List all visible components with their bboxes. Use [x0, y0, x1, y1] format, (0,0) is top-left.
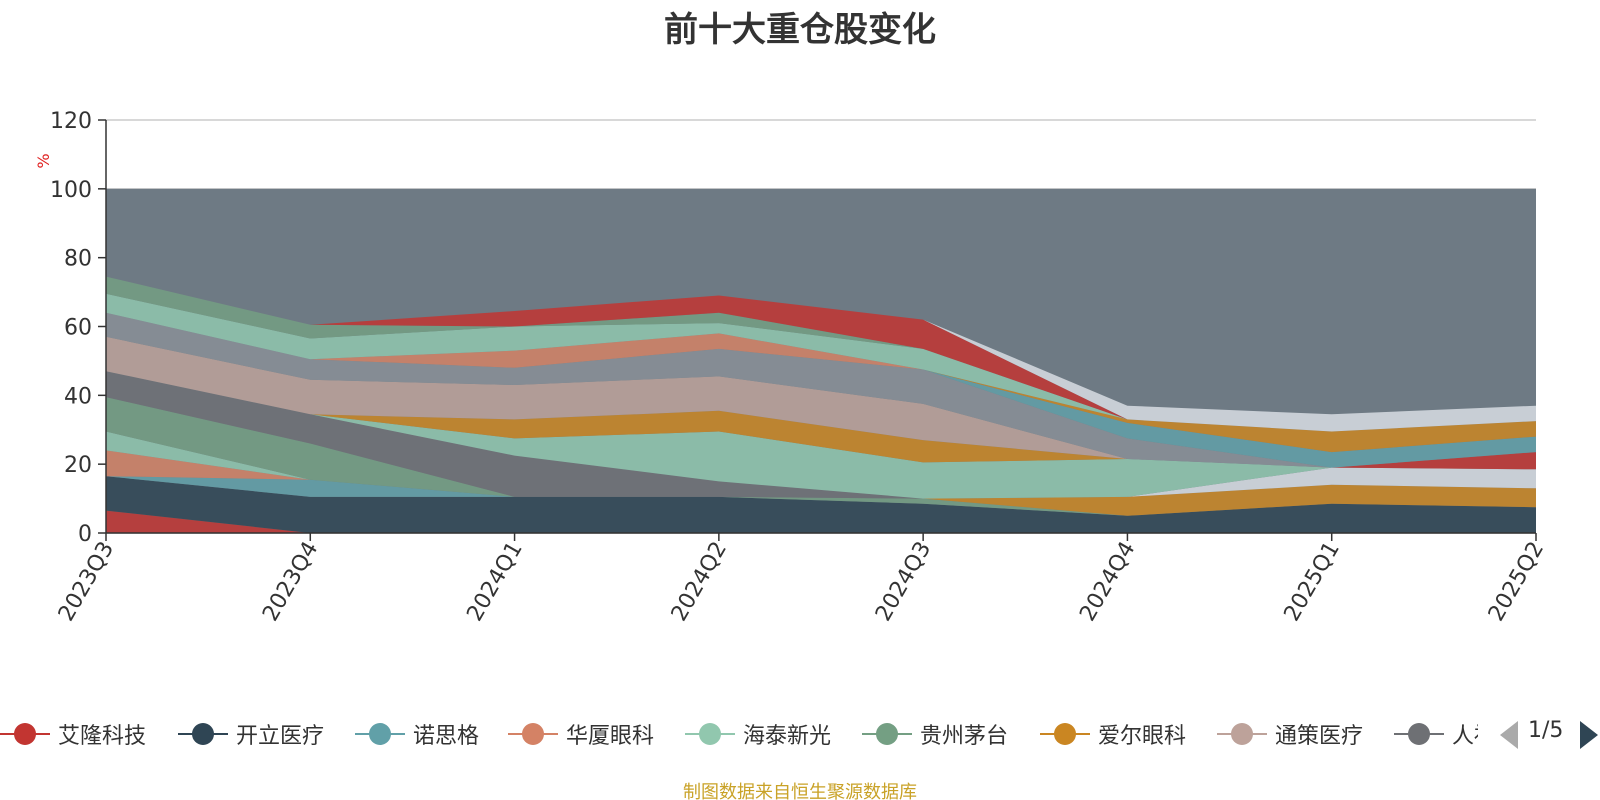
area-series-12 — [106, 371, 1536, 499]
legend-marker-icon — [508, 712, 558, 756]
y-axis-label: % — [34, 153, 53, 168]
x-tick-label: 2023Q4 — [258, 538, 323, 626]
legend-item[interactable]: 艾隆科技 — [0, 712, 146, 756]
legend-item[interactable]: 贵州茅台 — [862, 712, 1008, 756]
legend-item[interactable]: 开立医疗 — [178, 712, 324, 756]
legend: 艾隆科技 开立医疗 诺思格 华厦眼科 海泰新光 贵州茅台 爱尔眼科 通策医疗 人福医药 — [0, 712, 1478, 756]
y-tick-label: 120 — [50, 109, 92, 134]
legend-label: 爱尔眼科 — [1098, 724, 1187, 749]
legend-item[interactable]: 华厦眼科 — [508, 712, 654, 756]
legend-item[interactable]: 爱尔眼科 — [1040, 712, 1186, 756]
x-tick-label: 2024Q4 — [1075, 538, 1140, 626]
x-tick-label: 2025Q1 — [1280, 538, 1345, 626]
legend-page-indicator: 1/5 — [1528, 718, 1564, 743]
area-series-9 — [106, 371, 1536, 499]
area-series-14 — [106, 336, 1536, 468]
legend-label: 艾隆科技 — [58, 724, 147, 749]
legend-label: 华厦眼科 — [566, 724, 655, 749]
area-series-3 — [106, 476, 1536, 516]
area-series-21 — [106, 276, 1536, 432]
legend-marker-icon — [355, 712, 405, 756]
y-tick-label: 0 — [78, 522, 92, 547]
legend-marker-icon — [1040, 712, 1090, 756]
legend-marker-icon — [1394, 712, 1444, 756]
area-series-1 — [106, 510, 1536, 533]
legend-label: 海泰新光 — [743, 724, 832, 749]
area-series-7 — [106, 397, 1536, 516]
legend-next-page-icon[interactable] — [1580, 721, 1598, 749]
legend-label: 人福医药 — [1452, 724, 1478, 749]
legend-marker-icon — [178, 712, 228, 756]
legend-marker-icon — [685, 712, 735, 756]
y-tick-label: 80 — [64, 247, 92, 272]
x-tick-label: 2024Q3 — [871, 538, 936, 626]
legend-item[interactable]: 人福医药 — [1394, 712, 1478, 756]
y-tick-label: 20 — [64, 453, 92, 478]
x-tick-label: 2025Q2 — [1484, 538, 1549, 626]
legend-item[interactable]: 诺思格 — [355, 712, 479, 756]
legend-marker-icon — [1217, 712, 1267, 756]
legend-marker-icon — [0, 712, 50, 756]
area-chart: 0 20 40 60 80 100 120% 2023Q3 2023Q4 2024Q1 2024Q2… — [34, 109, 1549, 626]
area-series-17 — [106, 312, 1536, 453]
area-series-2 — [106, 476, 1536, 533]
legend-item[interactable]: 通策医疗 — [1217, 712, 1363, 756]
area-series-13 — [106, 371, 1536, 468]
source-note: 制图数据来自恒生聚源数据库 — [683, 782, 917, 800]
legend-label: 通策医疗 — [1275, 724, 1364, 749]
legend-item[interactable]: 海泰新光 — [685, 712, 831, 756]
x-tick-label: 2024Q2 — [667, 538, 732, 626]
legend-label: 贵州茅台 — [920, 724, 1009, 749]
y-tick-label: 60 — [64, 316, 92, 341]
area-series-16 — [106, 312, 1536, 468]
x-tick-label: 2023Q3 — [54, 538, 119, 626]
chart-title: 前十大重仓股变化 — [664, 10, 936, 50]
legend-marker-icon — [862, 712, 912, 756]
y-tick-label: 40 — [64, 384, 92, 409]
y-tick-label: 100 — [50, 178, 92, 203]
legend-label: 诺思格 — [413, 724, 480, 749]
area-series-6 — [106, 397, 1536, 516]
area-series-22 — [106, 276, 1536, 432]
x-tick-label: 2024Q1 — [462, 538, 527, 626]
legend-label: 开立医疗 — [236, 724, 325, 749]
legend-prev-page-icon[interactable] — [1500, 721, 1518, 749]
